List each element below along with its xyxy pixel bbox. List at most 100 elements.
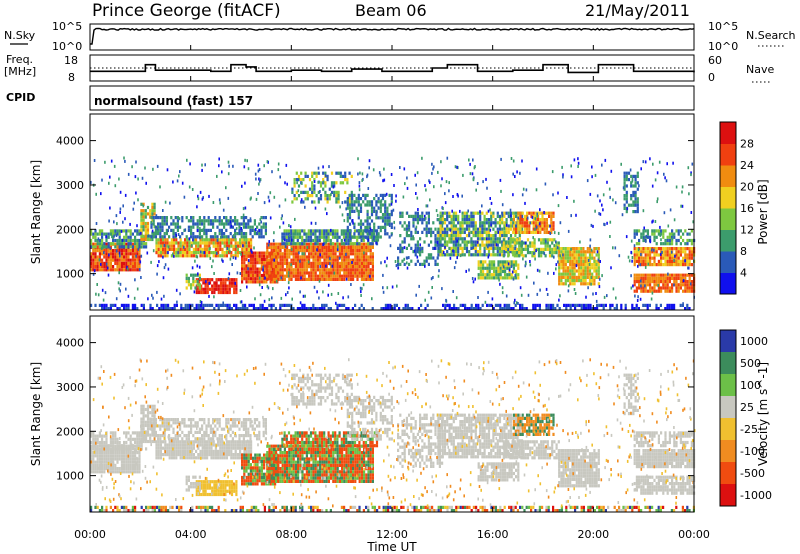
power-cell [359, 235, 363, 239]
power-cell [668, 273, 671, 277]
power-cell [477, 273, 480, 277]
power-speckle [472, 177, 475, 181]
power-speckle [555, 263, 558, 267]
power-cell [630, 184, 633, 188]
power-speckle [535, 167, 538, 171]
power-cell [308, 252, 311, 256]
power-cell [149, 215, 152, 219]
power-speckle [637, 264, 639, 268]
power-cell [245, 238, 248, 242]
power-speckle [430, 277, 433, 281]
power-speckle [535, 225, 538, 229]
power-cell [144, 228, 147, 232]
power-cell [558, 272, 561, 276]
power-cell [675, 253, 678, 257]
power-cell [235, 278, 238, 282]
power-cell [509, 247, 512, 251]
power-cell [520, 247, 523, 251]
power-cell [347, 261, 350, 265]
power-cell [511, 251, 514, 255]
power-cell [577, 259, 581, 263]
power-cell [195, 290, 198, 295]
power-cell [481, 237, 484, 241]
power-cell [457, 307, 460, 311]
power-cell [371, 274, 374, 278]
power-cell [409, 307, 412, 311]
power-cell [323, 232, 326, 236]
power-cell [496, 246, 499, 250]
power-cell [474, 240, 477, 244]
power-speckle [688, 192, 690, 196]
power-speckle [533, 252, 535, 255]
power-speckle [592, 224, 594, 228]
power-cell [377, 225, 380, 229]
power-cell [632, 194, 635, 198]
power-cell [439, 227, 442, 231]
power-cell [371, 245, 374, 249]
power-cell [348, 203, 352, 207]
power-cell [401, 250, 404, 254]
power-cell [664, 253, 667, 257]
power-cell [281, 265, 284, 269]
power-cell [646, 276, 649, 280]
power-cell [624, 303, 627, 307]
power-cell [296, 229, 299, 233]
power-cell [203, 216, 206, 220]
power-cell [569, 266, 572, 270]
power-cell [569, 303, 572, 307]
power-cell [339, 174, 342, 178]
power-speckle [319, 190, 321, 193]
power-cell [483, 221, 486, 225]
power-cell [286, 245, 289, 249]
power-speckle [457, 194, 459, 198]
power-cell [98, 232, 101, 236]
power-cell [479, 218, 482, 222]
power-cell [279, 268, 282, 272]
power-cell [219, 303, 222, 307]
power-speckle [248, 259, 250, 263]
power-speckle [202, 196, 204, 200]
power-speckle [500, 189, 502, 193]
power-cell [296, 307, 299, 311]
power-cell [414, 218, 417, 222]
power-speckle [105, 235, 107, 239]
power-cell [551, 254, 554, 258]
power-speckle [360, 290, 362, 294]
power-cell [345, 274, 348, 278]
power-cell [681, 303, 684, 307]
power-cell [425, 259, 428, 263]
power-cell [360, 238, 363, 243]
power-speckle [522, 187, 525, 191]
power-cell [379, 209, 382, 213]
power-cell [131, 245, 134, 249]
power-cell [369, 271, 372, 275]
power-cell [270, 258, 273, 262]
power-speckle [201, 163, 203, 167]
power-cell [664, 273, 667, 277]
power-cell [323, 261, 326, 265]
power-cell [399, 262, 402, 266]
power-cell [494, 303, 497, 307]
power-cell [134, 238, 137, 243]
power-cell [96, 249, 99, 253]
power-cell [360, 261, 363, 265]
power-cell [272, 274, 275, 278]
power-cell [459, 224, 462, 228]
power-cell [283, 235, 286, 239]
power-cell [354, 255, 357, 259]
power-cell [266, 258, 269, 262]
power-cell [526, 211, 529, 215]
power-cell [294, 255, 297, 259]
power-speckle [432, 167, 434, 171]
power-cell [247, 280, 250, 284]
power-cell [657, 253, 660, 257]
power-cell [688, 259, 691, 263]
power-cell [633, 273, 636, 277]
power-cell [503, 230, 506, 234]
power-cell [416, 230, 419, 234]
power-speckle [347, 295, 350, 299]
power-cell [294, 249, 297, 253]
power-cell [399, 234, 402, 238]
power-cell [421, 262, 424, 266]
power-cell [388, 216, 391, 220]
